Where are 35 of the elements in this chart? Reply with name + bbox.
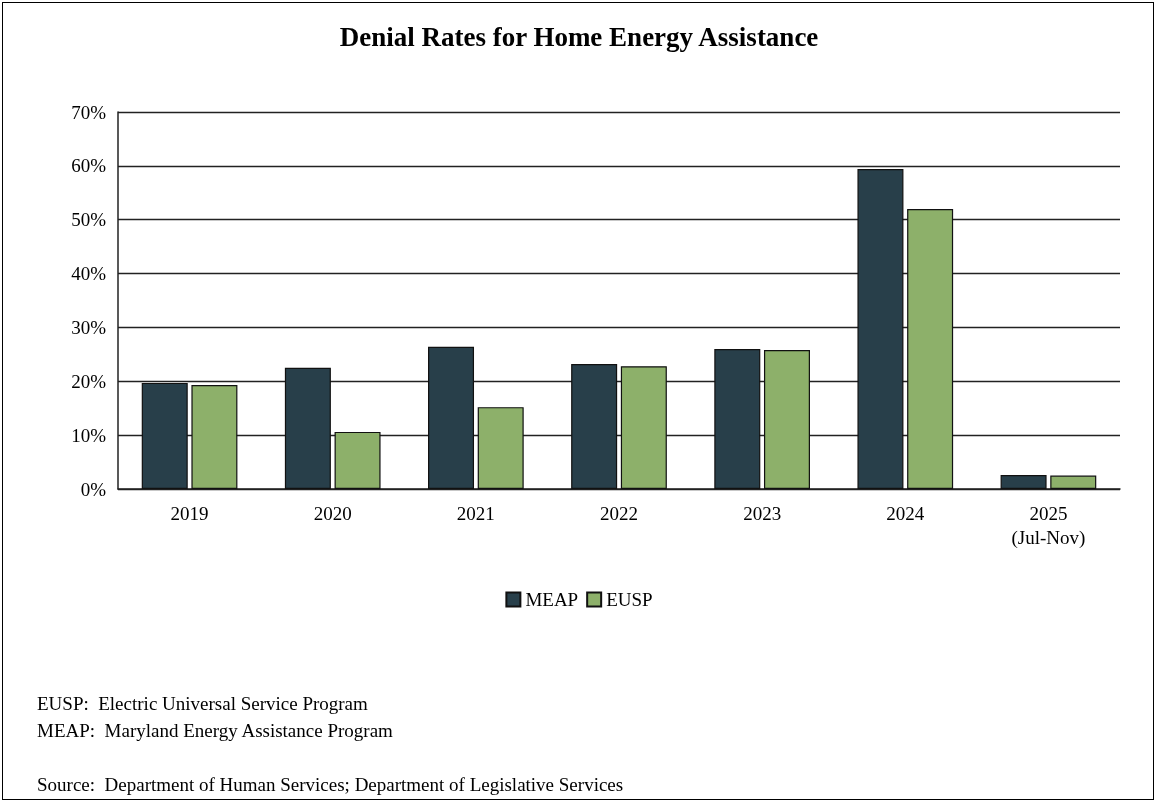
y-tick-label: 30% bbox=[71, 316, 107, 338]
y-tick-label: 70% bbox=[71, 101, 107, 123]
bar bbox=[191, 385, 238, 489]
bar bbox=[284, 367, 331, 489]
x-tick-label: 2020 bbox=[313, 502, 352, 524]
x-tick-label: 2023 bbox=[743, 502, 782, 524]
bar bbox=[477, 407, 524, 489]
y-tick-label: 0% bbox=[80, 478, 107, 500]
x-tick-label: 2025 (Jul-Nov) bbox=[1011, 502, 1086, 549]
bar bbox=[141, 382, 188, 489]
y-tick-label: 20% bbox=[71, 370, 107, 392]
y-tick-label: 40% bbox=[71, 263, 107, 285]
legend-label: MEAP bbox=[525, 589, 579, 610]
bar bbox=[714, 348, 761, 489]
bar bbox=[907, 208, 954, 489]
bar bbox=[334, 431, 381, 489]
bar bbox=[571, 364, 618, 489]
text: MEAP: Maryland Energy Assistance Program bbox=[37, 719, 394, 743]
x-tick-label: 2021 bbox=[456, 502, 495, 524]
y-tick-label: 60% bbox=[71, 155, 107, 177]
y-tick-label: 50% bbox=[71, 209, 107, 231]
x-tick-label: 2019 bbox=[170, 502, 209, 524]
x-tick-label: 2024 bbox=[886, 502, 925, 524]
bar bbox=[428, 346, 475, 489]
bar bbox=[1000, 475, 1047, 489]
y-tick-label: 10% bbox=[71, 424, 107, 446]
source-note: Source: Department of Human Services; Department of Legislative Services bbox=[37, 773, 624, 797]
bar bbox=[857, 169, 904, 489]
bar bbox=[1050, 475, 1097, 489]
legend-label: EUSP bbox=[606, 589, 653, 610]
chart-title: Denial Rates for Home Energy Assistance bbox=[339, 21, 819, 52]
x-tick-label: 2022 bbox=[600, 502, 638, 524]
text: EUSP: Electric Universal Service Program bbox=[37, 692, 369, 716]
bar bbox=[763, 350, 810, 489]
bar bbox=[620, 366, 667, 489]
